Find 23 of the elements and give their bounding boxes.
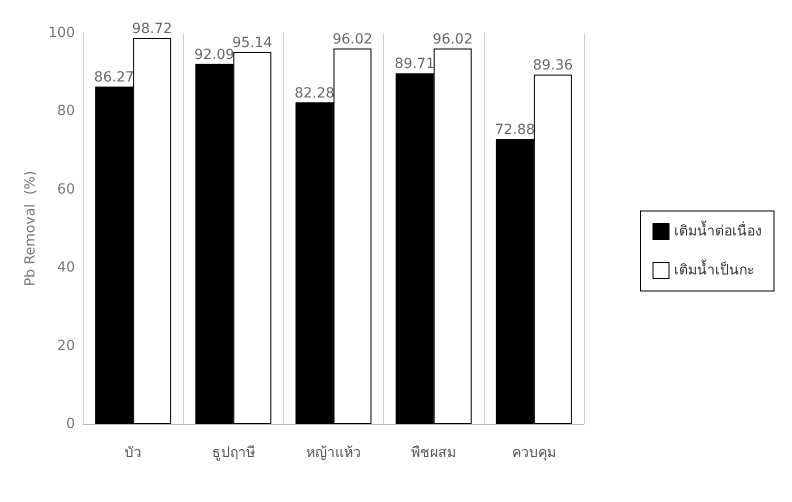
legend-label: เติมน้ำต่อเนื่อง	[674, 220, 762, 240]
data-label: 72.88	[494, 122, 535, 138]
x-tick-label: พืชผสม	[411, 445, 456, 461]
data-label: 86.27	[94, 70, 134, 86]
data-label: 89.71	[394, 56, 435, 72]
y-axis-title: Pb Removal (%)	[22, 170, 38, 286]
y-tick-label: 60	[57, 181, 75, 198]
data-label: 98.72	[132, 21, 172, 38]
y-tick-label: 20	[57, 338, 75, 354]
y-tick-label: 0	[66, 416, 75, 432]
legend-label: เติมน้ำเป็นกะ	[674, 260, 755, 278]
data-label: 89.36	[532, 58, 574, 74]
x-tick-label: หญ้าแห้ว	[306, 445, 361, 461]
x-tick-label: ธูปฤาษี	[212, 445, 255, 461]
y-tick-label: 80	[57, 103, 75, 120]
data-label: 95.14	[232, 35, 272, 52]
y-tick-label: 40	[57, 260, 75, 276]
data-label: 82.28	[294, 85, 335, 102]
x-tick-label: ควบคุม	[512, 445, 556, 461]
data-label: 96.02	[432, 32, 473, 48]
data-label: 96.02	[332, 32, 373, 48]
x-tick-label: บัว	[124, 445, 142, 461]
y-tick-label: 100	[48, 25, 75, 41]
